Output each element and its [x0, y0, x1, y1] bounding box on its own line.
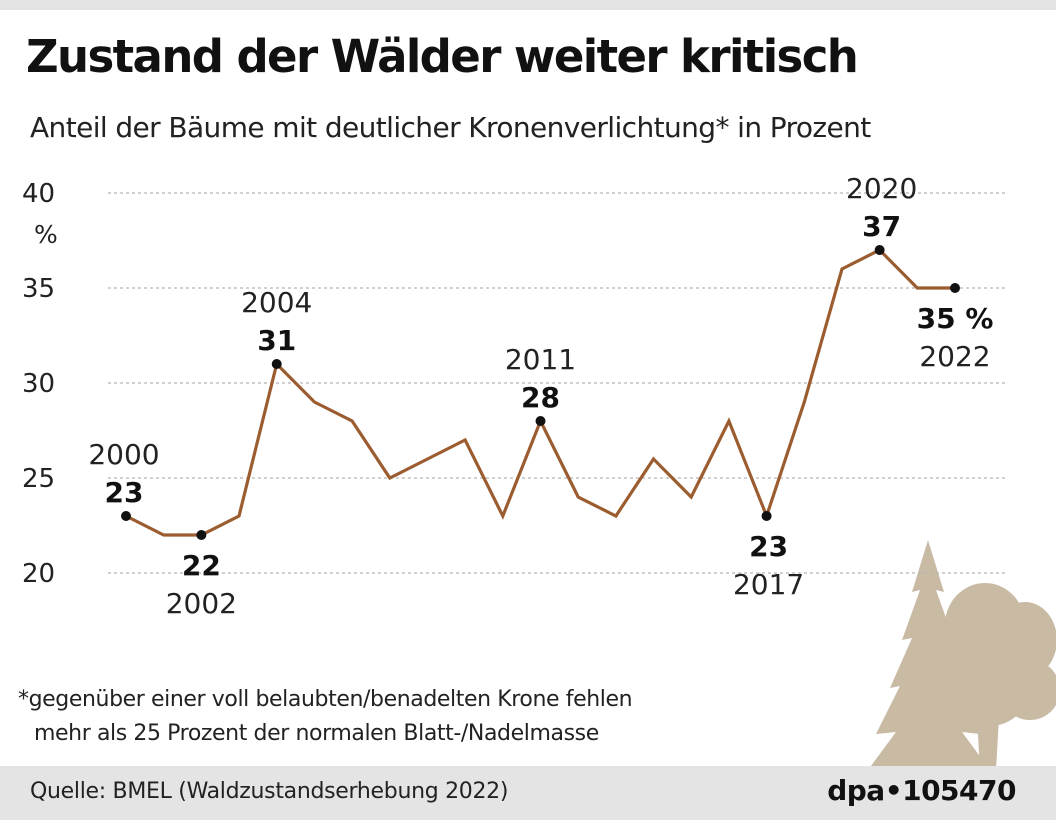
annotation-value: 23: [105, 476, 144, 509]
top-strip: [0, 0, 1056, 10]
annotation-value: 23: [749, 530, 788, 563]
source-text: Quelle: BMEL (Waldzustandserhebung 2022): [30, 779, 509, 804]
annotation-year: 2004: [241, 286, 312, 319]
deciduous-tree-icon: [921, 583, 1056, 770]
footer-bar: Quelle: BMEL (Waldzustandserhebung 2022)…: [0, 766, 1056, 820]
y-tick-label: 25: [22, 464, 55, 494]
annotation-value: 37: [862, 210, 901, 243]
annotation-value: 28: [521, 381, 560, 414]
chart-subtitle: Anteil der Bäume mit deutlicher Kronenve…: [30, 111, 871, 144]
y-tick-label: 40: [22, 179, 55, 209]
y-tick-label: 35: [22, 274, 55, 304]
data-point-marker: [950, 283, 960, 293]
footnote: *gegenüber einer voll belaubten/benadelt…: [18, 683, 633, 751]
footnote-line-2: mehr als 25 Prozent der normalen Blatt-/…: [34, 721, 599, 746]
data-point-marker: [535, 416, 546, 426]
footnote-line-1: *gegenüber einer voll belaubten/benadelt…: [18, 687, 633, 712]
data-point-marker: [271, 359, 282, 369]
y-axis-ticks: 20 25 30 35 40: [22, 179, 55, 589]
y-axis-unit-label: %: [34, 220, 58, 249]
y-tick-label: 30: [22, 369, 55, 399]
annotation-year: 2020: [846, 172, 917, 205]
annotation-year: 2017: [733, 568, 804, 601]
line-chart: 20 25 30 35 40 % 2000 23 2002 22 2004 31 2011 28 201…: [22, 172, 1006, 620]
annotation-year: 2000: [88, 438, 159, 471]
data-point-marker: [196, 530, 207, 540]
annotation-value: 22: [182, 549, 221, 582]
data-point-marker: [761, 511, 772, 521]
annotation-year: 2002: [166, 587, 237, 620]
chart-title: Zustand der Wälder weiter kritisch: [26, 30, 859, 83]
data-point-marker: [874, 245, 885, 255]
annotations: 2000 23 2002 22 2004 31 2011 28 2017 23 2020 37 2022…: [88, 172, 993, 620]
y-tick-label: 20: [22, 559, 55, 589]
data-point-marker: [121, 511, 131, 521]
annotation-value: 31: [257, 324, 296, 357]
dpa-credit: dpa•105470: [827, 774, 1016, 807]
annotation-year: 2011: [505, 343, 576, 376]
annotation-year: 2022: [919, 340, 990, 373]
annotation-value: 35 %: [917, 302, 994, 335]
